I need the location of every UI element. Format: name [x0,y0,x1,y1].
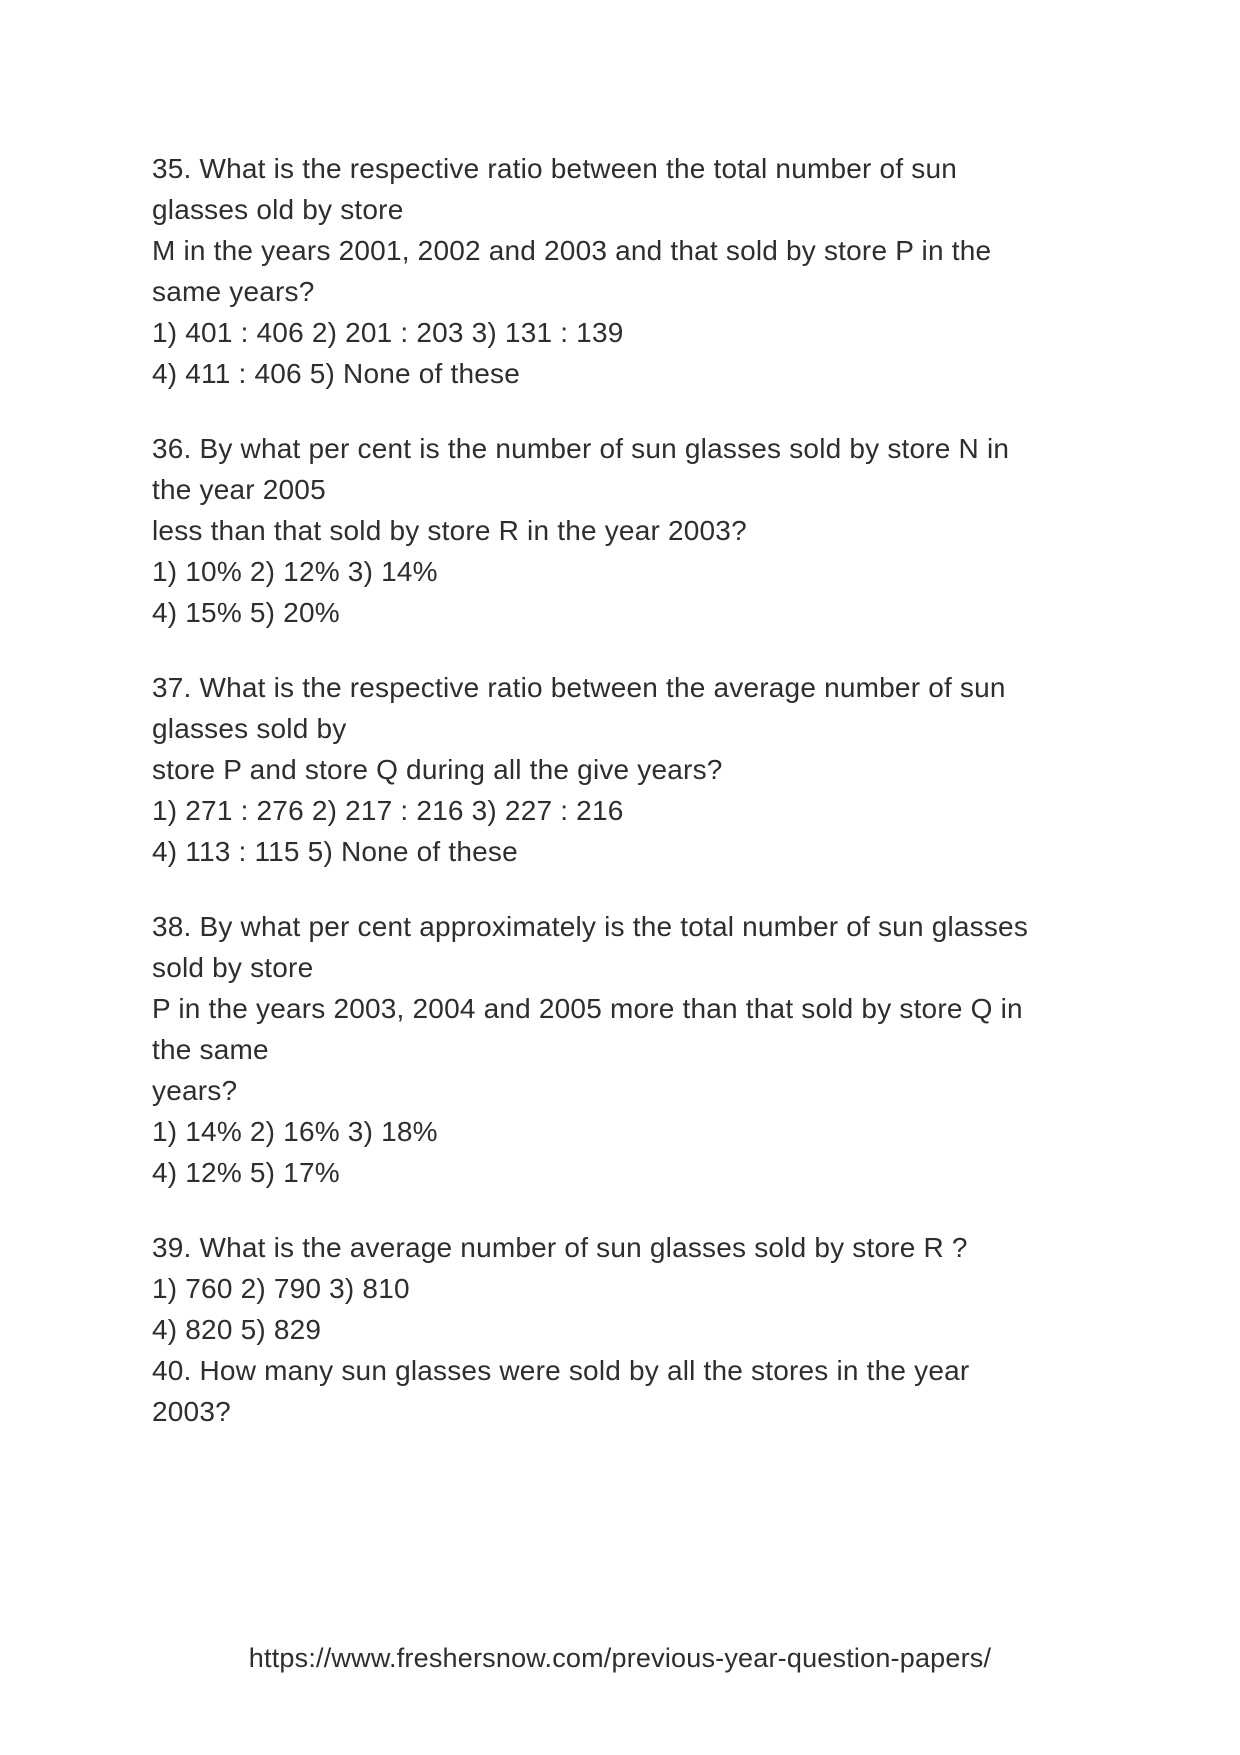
question-39-line: 39. What is the average number of sun gl… [152,1232,968,1263]
question-36-line: 1) 10% 2) 12% 3) 14% [152,556,438,587]
question-38: 38. By what per cent approximately is th… [152,906,1130,1193]
question-37-line: store P and store Q during all the give … [152,754,723,785]
question-36-line: 36. By what per cent is the number of su… [152,433,1010,464]
footer-url-link[interactable]: https://www.freshersnow.com/previous-yea… [248,1643,992,1673]
question-37-line: 1) 271 : 276 2) 217 : 216 3) 227 : 216 [152,795,624,826]
question-39-line: 1) 760 2) 790 3) 810 [152,1273,410,1304]
question-37: 37. What is the respective ratio between… [152,667,1130,872]
question-38-line: years? [152,1075,238,1106]
question-35-line: glasses old by store [152,194,404,225]
question-37-line: 37. What is the respective ratio between… [152,672,1006,703]
question-35-line: M in the years 2001, 2002 and 2003 and t… [152,235,992,266]
question-38-line: 1) 14% 2) 16% 3) 18% [152,1116,438,1147]
question-36-line: less than that sold by store R in the ye… [152,515,747,546]
question-38-line: the same [152,1034,269,1065]
question-36-line: 4) 15% 5) 20% [152,597,340,628]
question-38-line: P in the years 2003, 2004 and 2005 more … [152,993,1023,1024]
question-35-line: 35. What is the respective ratio between… [152,153,958,184]
question-36: 36. By what per cent is the number of su… [152,428,1130,633]
question-35-line: 4) 411 : 406 5) None of these [152,358,520,389]
page-footer: https://www.freshersnow.com/previous-yea… [0,1638,1240,1678]
question-40-line: 40. How many sun glasses were sold by al… [152,1355,970,1386]
question-39: 39. What is the average number of sun gl… [152,1227,1130,1350]
question-37-line: glasses sold by [152,713,347,744]
question-40: 40. How many sun glasses were sold by al… [152,1350,1130,1432]
question-38-line: sold by store [152,952,314,983]
question-40-line: 2003? [152,1396,231,1427]
question-38-line: 4) 12% 5) 17% [152,1157,340,1188]
question-35-line: 1) 401 : 406 2) 201 : 203 3) 131 : 139 [152,317,624,348]
question-39-line: 4) 820 5) 829 [152,1314,322,1345]
questions-section: 35. What is the respective ratio between… [152,148,1130,1432]
question-37-line: 4) 113 : 115 5) None of these [152,836,518,867]
question-35-line: same years? [152,276,315,307]
question-36-line: the year 2005 [152,474,326,505]
question-38-line: 38. By what per cent approximately is th… [152,911,1029,942]
question-35: 35. What is the respective ratio between… [152,148,1130,394]
